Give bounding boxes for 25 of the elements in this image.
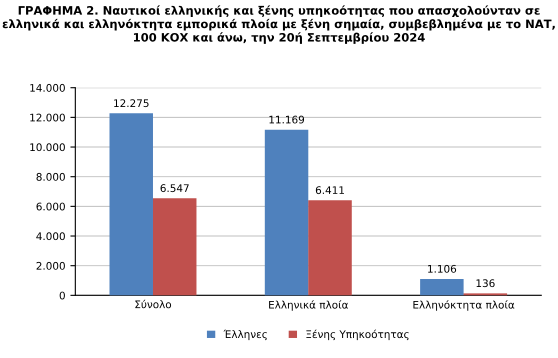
x-tick-label: Ελληνόκτητα πλοία (413, 300, 514, 311)
legend-label: Έλληνες (223, 330, 267, 340)
bar (420, 278, 464, 296)
data-label: 6.411 (316, 186, 344, 194)
x-tick-label: Σύνολο (135, 300, 172, 308)
data-label: 1.106 (428, 264, 456, 273)
y-tick-label: 12.000 (30, 114, 65, 122)
bar (264, 130, 308, 296)
data-label: 136 (476, 279, 495, 288)
bar (110, 113, 153, 296)
data-label: 11.169 (269, 116, 304, 124)
x-tick-label: Ελληνικά πλοία (269, 300, 348, 311)
bar (152, 198, 196, 296)
data-label: 12.275 (114, 99, 149, 108)
data-label: 6.547 (160, 184, 189, 192)
y-tick-label: 8.000 (36, 172, 65, 181)
y-tick-label: 4.000 (36, 232, 65, 240)
y-tick-label: 0 (60, 292, 65, 300)
bar (308, 200, 352, 296)
y-tick-label: 14.000 (30, 84, 65, 92)
y-tick-label: 10.000 (30, 143, 65, 152)
chart-title: ΓΡΑΦΗΜΑ 2. Ναυτικοί ελληνικής και ξένης υπηκοότητας που απασχολούνταν σε ελληνικά και ελληνόκτητα εμπορικά πλοία με ξένη σημαία, συμβεβλημένα με το ΝΑΤ, 100 ΚΟΧ και άνω, την 20ή Σεπτεμβρίου 2024 (2, 5, 555, 44)
y-tick-label: 2.000 (36, 262, 65, 270)
legend-label: Ξένης Υπηκοότητας (306, 330, 409, 340)
y-tick-label: 6.000 (36, 202, 65, 210)
